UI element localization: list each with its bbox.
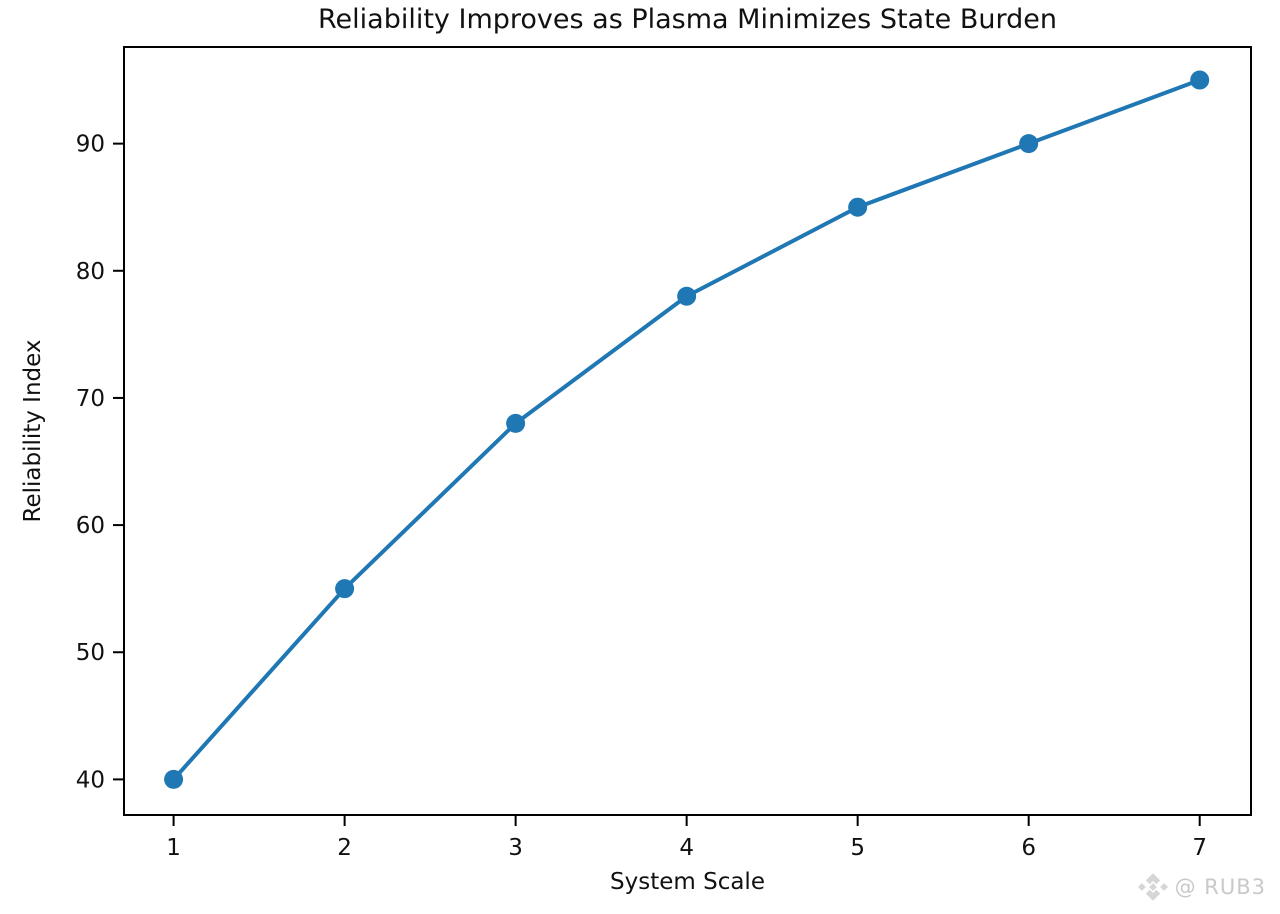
y-tick-label: 70 [76, 386, 105, 412]
x-tick-label: 2 [337, 835, 352, 861]
x-tick-label: 3 [508, 835, 523, 861]
y-axis-label: Reliability Index [20, 339, 46, 523]
gem-diamond-icon [1137, 873, 1168, 901]
y-tick-label: 60 [76, 513, 105, 539]
data-point [506, 413, 526, 433]
watermark: @ RUB3 [1137, 872, 1266, 902]
y-tick-label: 50 [76, 640, 105, 666]
y-tick-label: 40 [76, 767, 105, 793]
watermark-text: @ RUB3 [1174, 875, 1266, 899]
x-tick-label: 1 [166, 835, 181, 861]
x-tick-label: 5 [850, 835, 865, 861]
data-point [1190, 70, 1210, 90]
data-line [171, 78, 1202, 782]
data-point [848, 197, 868, 217]
data-point [164, 769, 184, 789]
x-tick-label: 6 [1021, 835, 1036, 861]
chart-title: Reliability Improves as Plasma Minimizes… [317, 4, 1057, 35]
axes-frame [123, 46, 1252, 816]
data-point [1019, 134, 1039, 154]
x-tick-label: 7 [1192, 835, 1207, 861]
x-tick-label: 4 [679, 835, 694, 861]
x-axis-label: System Scale [610, 869, 765, 895]
y-tick-label: 80 [76, 259, 105, 285]
data-point [677, 286, 697, 306]
data-point [335, 579, 355, 599]
y-tick-label: 90 [76, 132, 105, 158]
